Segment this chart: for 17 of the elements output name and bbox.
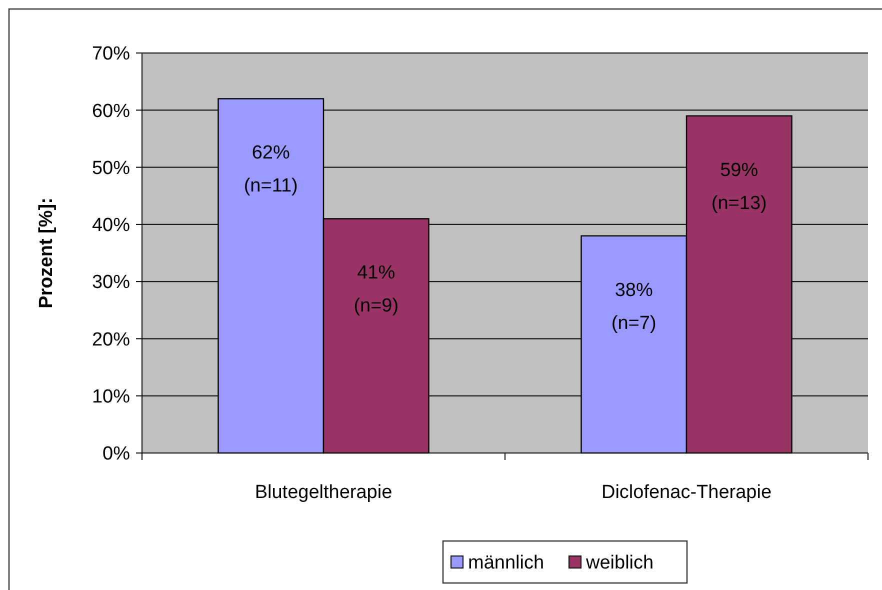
data-label: 41% (n=9) bbox=[354, 262, 399, 317]
legend-label: weiblich bbox=[585, 552, 654, 574]
y-tick-label: 10% bbox=[92, 386, 130, 408]
y-tick-label: 40% bbox=[92, 215, 130, 236]
y-tick-label: 50% bbox=[92, 158, 130, 179]
y-tick-label: 20% bbox=[92, 329, 130, 350]
legend-label: männlich bbox=[468, 552, 544, 574]
data-label: 62% (n=11) bbox=[244, 142, 298, 197]
y-tick-label: 30% bbox=[92, 272, 130, 294]
x-tick-label: Blutegeltherapie bbox=[254, 482, 392, 503]
y-tick-label: 0% bbox=[102, 444, 130, 465]
y-axis-title: Prozent [%]: bbox=[36, 198, 57, 308]
data-label: 59% (n=13) bbox=[711, 160, 767, 214]
x-tick-label: Diclofenac-Therapie bbox=[601, 482, 772, 503]
data-label: 38% (n=7) bbox=[611, 280, 656, 334]
y-tick-label: 70% bbox=[92, 44, 130, 65]
y-tick-label: 60% bbox=[92, 100, 130, 122]
